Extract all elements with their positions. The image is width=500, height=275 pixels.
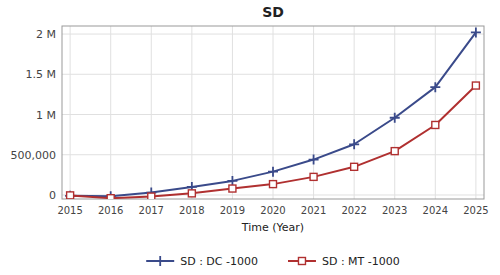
point-marker [106,191,116,199]
x-tick-label: 2022 [341,205,366,216]
point-marker [67,192,74,199]
point-marker [351,163,358,170]
legend-entry: SD : DC -1000 [146,255,258,268]
plot-area [65,27,481,199]
x-grid-line [191,26,192,199]
y-tick-label: 1.5 M [26,68,56,81]
x-axis-label: Time (Year) [241,221,304,234]
point-marker [432,121,439,128]
x-tick-label: 2021 [301,205,326,216]
x-grid-line [151,26,152,199]
x-grid-line [110,26,111,199]
x-tick-label: 2023 [382,205,407,216]
point-marker [268,167,278,177]
point-marker [107,195,114,199]
legend-label: SD : MT -1000 [322,255,400,268]
point-marker [472,82,479,89]
x-tick-label: 2025 [463,205,488,216]
grid [62,26,484,199]
series [67,82,480,199]
plot-frame [62,26,484,199]
series [65,27,481,199]
point-marker [430,82,440,92]
chart-container: SD 0 500,000 1 M 1.5 M 2 M 2015 2016 2017 2018 201… [0,0,500,275]
x-tick-label: 2017 [139,205,164,216]
x-grid-line [475,26,476,199]
legend-entry: SD : MT -1000 [288,255,400,268]
x-tick-label: 2018 [179,205,204,216]
x-tick-label: 2019 [220,205,245,216]
legend-marker [298,258,305,265]
point-marker [229,185,236,192]
chart-svg: SD 0 500,000 1 M 1.5 M 2 M 2015 2016 2017 2018 201… [0,0,500,275]
point-marker [310,173,317,180]
point-marker [391,148,398,155]
y-tick-label: 1 M [36,109,56,122]
point-marker [309,155,319,165]
title: SD [262,4,284,20]
legend-label: SD : DC -1000 [180,255,258,268]
x-tick-label: 2020 [260,205,285,216]
x-grid-line [394,26,395,199]
y-tick-label: 2 M [36,28,56,41]
y-tick-label: 0 [49,189,56,202]
point-marker [471,27,481,37]
x-grid-line [70,26,71,199]
x-tick-label: 2016 [98,205,123,216]
point-marker [65,191,75,199]
axes: 0 500,000 1 M 1.5 M 2 M 2015 2016 2017 2018 2019 2… [11,26,489,216]
series-line [70,86,476,199]
point-marker [390,113,400,123]
x-tick-label: 2015 [57,205,82,216]
point-marker [349,139,359,149]
point-marker [148,193,155,199]
point-marker [188,190,195,197]
legend-marker [155,256,165,266]
x-grid-line [232,26,233,199]
x-grid-line [354,26,355,199]
x-tick-label: 2024 [423,205,448,216]
x-grid-line [435,26,436,199]
series-line [70,32,476,196]
legend: SD : DC -1000 SD : MT -1000 [146,255,400,268]
y-tick-label: 500,000 [11,149,57,162]
point-marker [270,181,277,188]
